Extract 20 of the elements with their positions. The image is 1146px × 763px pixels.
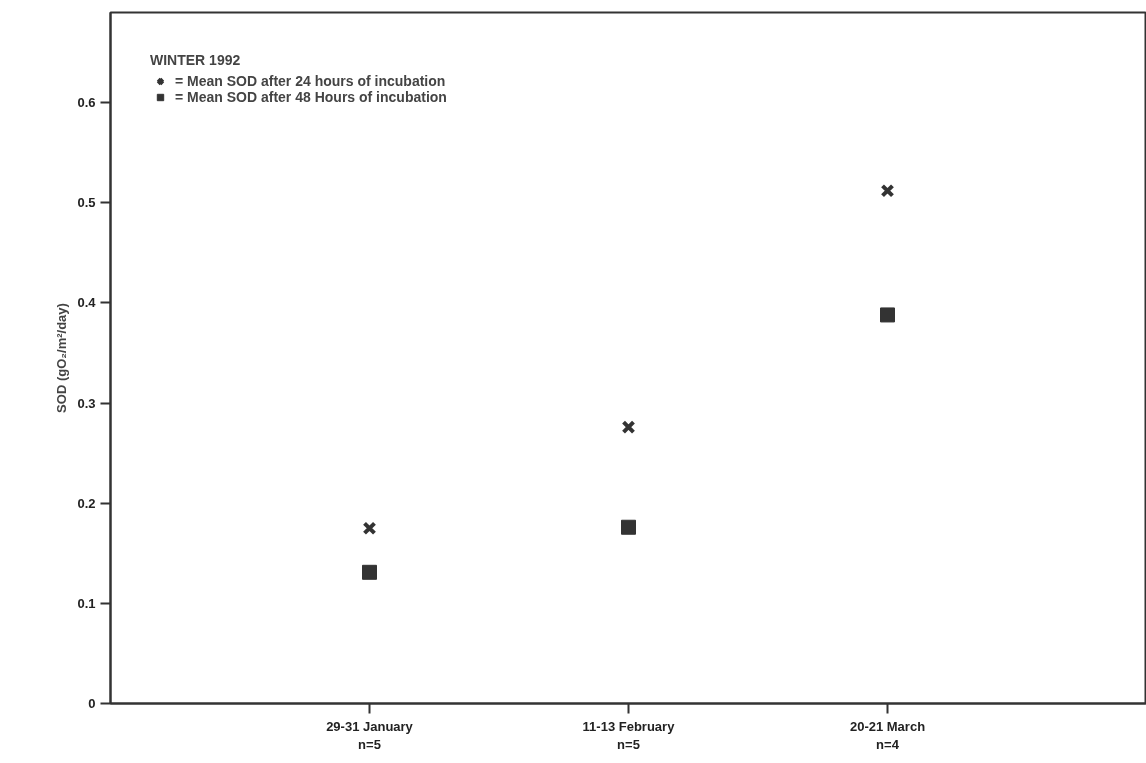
point	[880, 307, 895, 323]
y-tick-label: 0.1	[77, 595, 96, 611]
y-axis-title: SOD (gO₂/m²/day)	[54, 303, 70, 413]
y-tick-label: 0.3	[77, 395, 96, 411]
legend-label: = Mean SOD after 24 hours of incubation	[175, 73, 446, 89]
point	[621, 519, 636, 535]
legend-label: = Mean SOD after 48 Hours of incubation	[175, 89, 447, 105]
point	[362, 521, 377, 536]
y-tick-label: 0	[88, 696, 96, 711]
point	[621, 420, 636, 435]
x-tick-label: 20-21 March n=4	[849, 718, 926, 752]
y-tick-label: 0.5	[77, 195, 96, 211]
y-tick-label: 0.4	[77, 295, 97, 311]
x-tick-label: 29-31 January n=5	[326, 718, 414, 752]
point	[880, 183, 895, 198]
y-tick-label: 0.2	[77, 495, 96, 511]
legend-title: WINTER 1992	[150, 52, 242, 68]
point	[362, 564, 377, 580]
y-tick-label: 0.6	[77, 95, 96, 111]
x-tick-label: 11-13 February n=5	[582, 718, 676, 752]
